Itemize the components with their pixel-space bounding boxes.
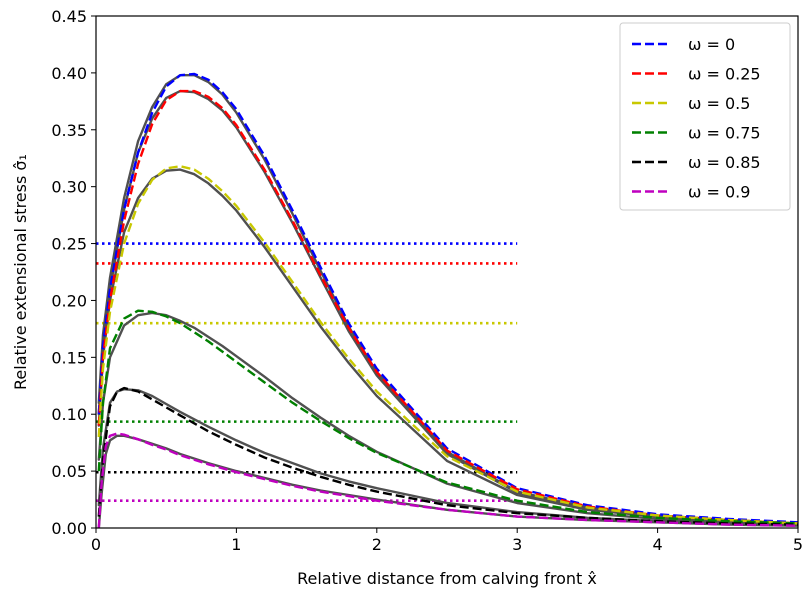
fit-curve-2 [97,168,798,525]
series-curve-5 [97,432,798,528]
series-curve-1 [97,89,798,525]
plot-frame [95,15,799,529]
y-tick-label: 0.10 [51,405,87,424]
y-tick-label: 0.35 [51,121,87,140]
y-tick-label: 0.30 [51,178,87,197]
x-tick-label: 1 [231,535,241,554]
legend-label-0: ω = 0 [688,35,735,54]
y-tick-label: 0.25 [51,235,87,254]
x-axis-ticks: 0 1 2 3 4 5 [91,528,803,554]
y-tick-label: 0.15 [51,348,87,367]
y-tick-label: 0.00 [51,519,87,538]
x-tick-label: 5 [793,535,803,554]
fit-curve-3 [97,311,798,526]
x-tick-label: 2 [372,535,382,554]
series-curve-4 [97,386,798,526]
legend-label-1: ω = 0.25 [688,65,761,84]
legend: ω = 0 ω = 0.25 ω = 0.5 ω = 0.75 ω = 0.85 ω = … [619,22,791,211]
legend-label-5: ω = 0.9 [688,183,750,202]
stress-curves [97,72,798,528]
y-axis-label: Relative extensional stress σ̂₁ [11,154,30,390]
legend-label-4: ω = 0.85 [688,153,761,172]
y-axis-ticks: 0.00 0.05 0.10 0.15 0.20 0.25 0.30 0.35 0.40 0.45 [51,7,96,538]
legend-label-3: ω = 0.75 [688,124,761,143]
x-tick-label: 3 [512,535,522,554]
y-tick-label: 0.45 [51,7,87,26]
y-tick-label: 0.40 [51,64,87,83]
y-tick-label: 0.05 [51,462,87,481]
y-tick-label: 0.20 [51,291,87,310]
x-axis-label: Relative distance from calving front x̂ [297,569,597,588]
x-tick-label: 4 [653,535,663,554]
series-curve-2 [97,165,798,525]
series-curve-3 [97,309,798,525]
legend-label-2: ω = 0.5 [688,94,750,113]
x-tick-label: 0 [91,535,101,554]
